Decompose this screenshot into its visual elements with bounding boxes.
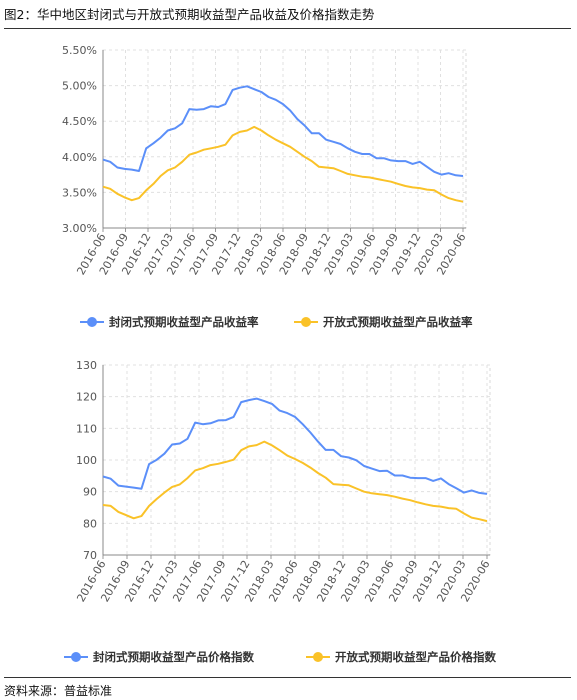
bottom-rule — [4, 677, 571, 678]
y-tick: 3.50% — [62, 186, 97, 199]
legend-item-2[interactable]: 开放式预期收益型产品价格指数 — [306, 650, 496, 664]
legend-swatch-dot — [87, 317, 97, 327]
y-tick-label: 80 — [83, 517, 97, 530]
series-line-1 — [102, 397, 488, 495]
y-tick-label: 3.50% — [62, 186, 97, 199]
y-tick-label: 130 — [76, 359, 97, 372]
y-tick: 90 — [83, 486, 97, 499]
series-line-2 — [102, 125, 464, 203]
y-tick: 110 — [76, 422, 97, 435]
legend-label: 开放式预期收益型产品收益率 — [323, 315, 473, 329]
price-index-line-chart: 7080901001101201302016-062016-092016-122… — [64, 359, 496, 664]
legend-label: 封闭式预期收益型产品价格指数 — [93, 650, 254, 664]
series-line-2 — [102, 440, 488, 523]
legend-item-2[interactable]: 开放式预期收益型产品收益率 — [294, 315, 473, 329]
y-tick-label: 5.50% — [62, 44, 97, 57]
y-tick-label: 3.00% — [62, 222, 97, 235]
legend-item-1[interactable]: 封闭式预期收益型产品价格指数 — [64, 650, 254, 664]
y-tick-label: 4.00% — [62, 151, 97, 164]
y-tick: 5.00% — [62, 80, 97, 93]
legend-label: 封闭式预期收益型产品收益率 — [109, 315, 259, 329]
y-tick-label: 100 — [76, 454, 97, 467]
y-tick: 4.50% — [62, 115, 97, 128]
yield-line-chart: 3.00%3.50%4.00%4.50%5.00%5.50%2016-06201… — [62, 44, 473, 329]
y-tick: 120 — [76, 391, 97, 404]
y-tick-label: 4.50% — [62, 115, 97, 128]
legend-swatch-dot — [313, 652, 323, 662]
y-tick: 70 — [83, 549, 97, 562]
legend-item-1[interactable]: 封闭式预期收益型产品收益率 — [80, 315, 259, 329]
y-tick: 130 — [76, 359, 97, 372]
series-line-1 — [102, 85, 464, 177]
top-rule — [4, 28, 571, 29]
legend-swatch-dot — [71, 652, 81, 662]
legend-label: 开放式预期收益型产品价格指数 — [335, 650, 496, 664]
legend-swatch-dot — [301, 317, 311, 327]
y-tick-label: 70 — [83, 549, 97, 562]
figure-title: 图2：华中地区封闭式与开放式预期收益型产品收益及价格指数走势 — [4, 7, 375, 22]
y-tick-label: 120 — [76, 391, 97, 404]
y-tick: 100 — [76, 454, 97, 467]
y-tick-label: 90 — [83, 486, 97, 499]
y-tick: 3.00% — [62, 222, 97, 235]
y-tick: 80 — [83, 517, 97, 530]
y-tick: 5.50% — [62, 44, 97, 57]
y-tick: 4.00% — [62, 151, 97, 164]
source-note: 资料来源：普益标准 — [4, 684, 113, 698]
y-tick-label: 110 — [76, 422, 97, 435]
y-tick-label: 5.00% — [62, 80, 97, 93]
